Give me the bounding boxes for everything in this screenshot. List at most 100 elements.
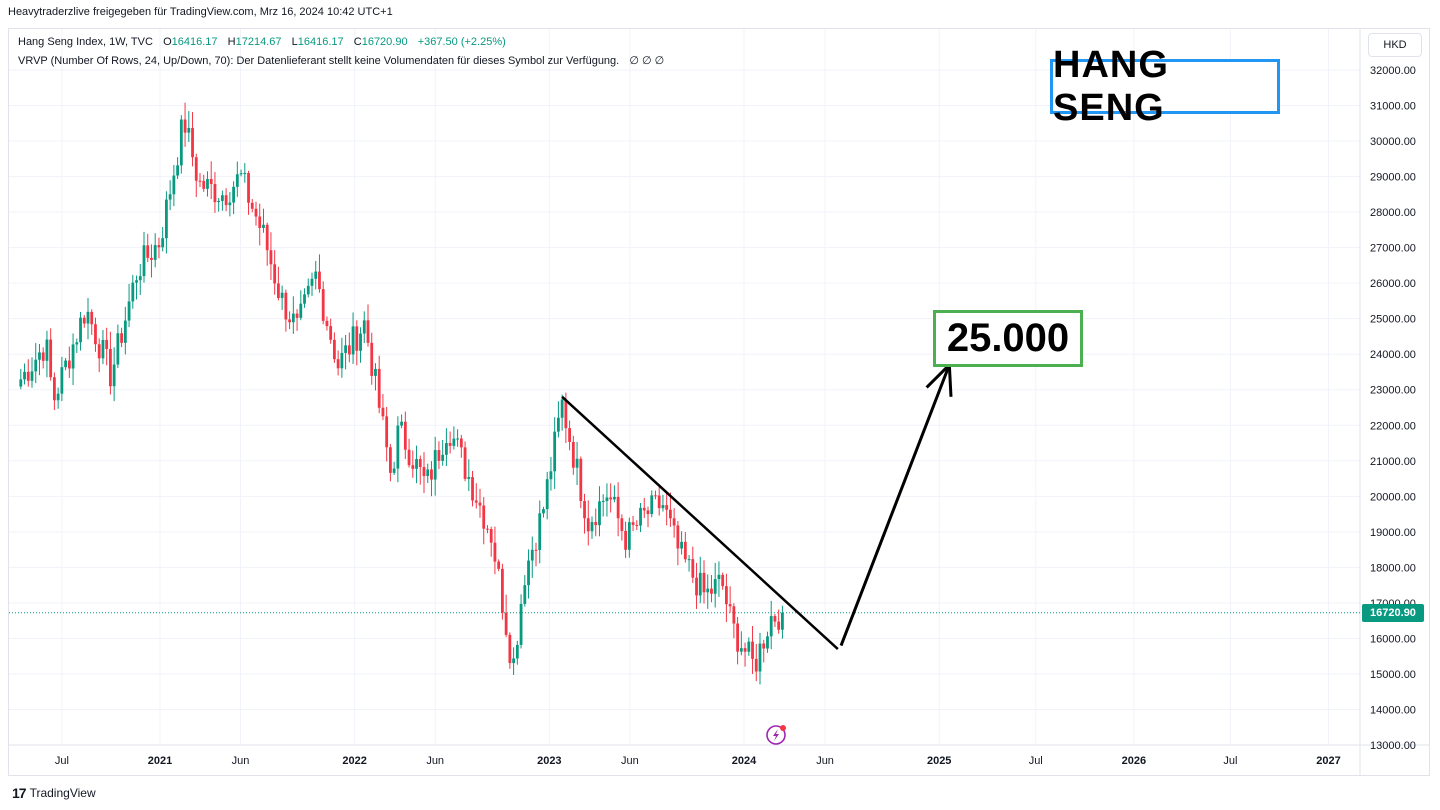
candle-body [571, 441, 575, 468]
candle [583, 493, 586, 534]
candle-body [639, 507, 642, 526]
candle [86, 298, 90, 340]
candle-body [736, 623, 739, 652]
candle [635, 520, 639, 531]
candle-body [288, 319, 291, 323]
candle [291, 296, 295, 334]
candle [187, 111, 191, 142]
candle [19, 369, 23, 390]
candle [766, 631, 769, 653]
candle-body [613, 496, 616, 500]
ohlc-legend: Hang Seng Index, 1W, TVC O16416.17 H1721… [18, 36, 506, 48]
candle-body [344, 345, 347, 353]
candle [224, 188, 228, 212]
candle [235, 161, 239, 197]
candle [441, 440, 445, 466]
candle [127, 283, 131, 328]
candle-body [306, 285, 310, 295]
candle [53, 372, 56, 411]
candle [280, 285, 284, 310]
candle [329, 318, 333, 344]
candle-body [280, 292, 284, 298]
candle-body [400, 421, 403, 426]
candle-body [471, 477, 474, 501]
candle [82, 315, 86, 328]
candle-body [407, 449, 411, 466]
candle [209, 161, 213, 200]
candle-body [329, 326, 333, 340]
candle-body [202, 180, 206, 189]
candle [374, 363, 377, 391]
candle [105, 327, 109, 366]
candle-body [19, 379, 23, 387]
candle-body [336, 359, 340, 369]
candle [781, 605, 784, 639]
candle-body [418, 458, 422, 468]
candle-body [683, 541, 687, 560]
candle-body [101, 339, 105, 359]
candle [717, 561, 721, 597]
candle-body [758, 643, 762, 672]
candle [120, 327, 123, 348]
candle [392, 461, 396, 476]
candle-body [41, 352, 45, 361]
candle [598, 486, 601, 537]
candle [116, 324, 120, 369]
candle [228, 192, 232, 217]
candle-body [557, 417, 560, 432]
candle-body [448, 443, 452, 446]
candle [501, 563, 504, 620]
candle-body [86, 311, 90, 324]
candle [202, 174, 206, 192]
time-tick-label: Jun [621, 755, 639, 767]
candle [538, 500, 542, 564]
candle [769, 600, 773, 650]
currency-button[interactable]: HKD [1368, 33, 1422, 57]
time-tick-label: Jul [1029, 755, 1043, 767]
chart-frame[interactable] [8, 28, 1430, 776]
candle [512, 647, 515, 675]
candle [30, 357, 34, 388]
candle-body [474, 500, 478, 503]
candle [377, 355, 381, 414]
candle-body [34, 359, 38, 372]
candle-body [71, 344, 75, 369]
candle-body [601, 501, 605, 503]
event-badge-dot [780, 725, 786, 731]
candle [478, 488, 482, 518]
candle [646, 506, 650, 528]
candle [75, 338, 79, 354]
candle [754, 643, 758, 682]
chart-title-annotation[interactable]: HANG SENG [1050, 44, 1280, 129]
candle [523, 575, 527, 607]
candle [568, 420, 571, 451]
footer-branding[interactable]: 17 TradingView [12, 785, 96, 801]
candle-body [243, 173, 247, 175]
indicator-legend[interactable]: VRVP (Number Of Rows, 24, Up/Down, 70): … [18, 54, 664, 67]
candle [366, 304, 370, 347]
candle-body [530, 549, 534, 561]
time-tick-label: 2027 [1316, 755, 1340, 767]
time-tick-label: Jun [816, 755, 834, 767]
candle-body [377, 368, 381, 408]
candle [344, 334, 347, 370]
candle-body [239, 173, 243, 175]
candle [314, 260, 318, 290]
candle [471, 470, 474, 507]
candle [665, 493, 669, 526]
candle-body [116, 333, 120, 365]
candle-body [153, 245, 157, 260]
candle [150, 244, 153, 278]
candle-body [687, 559, 691, 561]
legend-close: 16720.90 [361, 36, 408, 48]
candle-body [549, 471, 553, 480]
candle-body [79, 317, 82, 343]
candle-body [433, 450, 437, 480]
candle-body [713, 579, 717, 594]
candle-body [142, 245, 146, 277]
price-tick-label: 16000.00 [1370, 633, 1416, 645]
target-price-annotation[interactable]: 25.000 [933, 310, 1083, 367]
candle [661, 494, 665, 512]
candle-body [527, 560, 530, 586]
